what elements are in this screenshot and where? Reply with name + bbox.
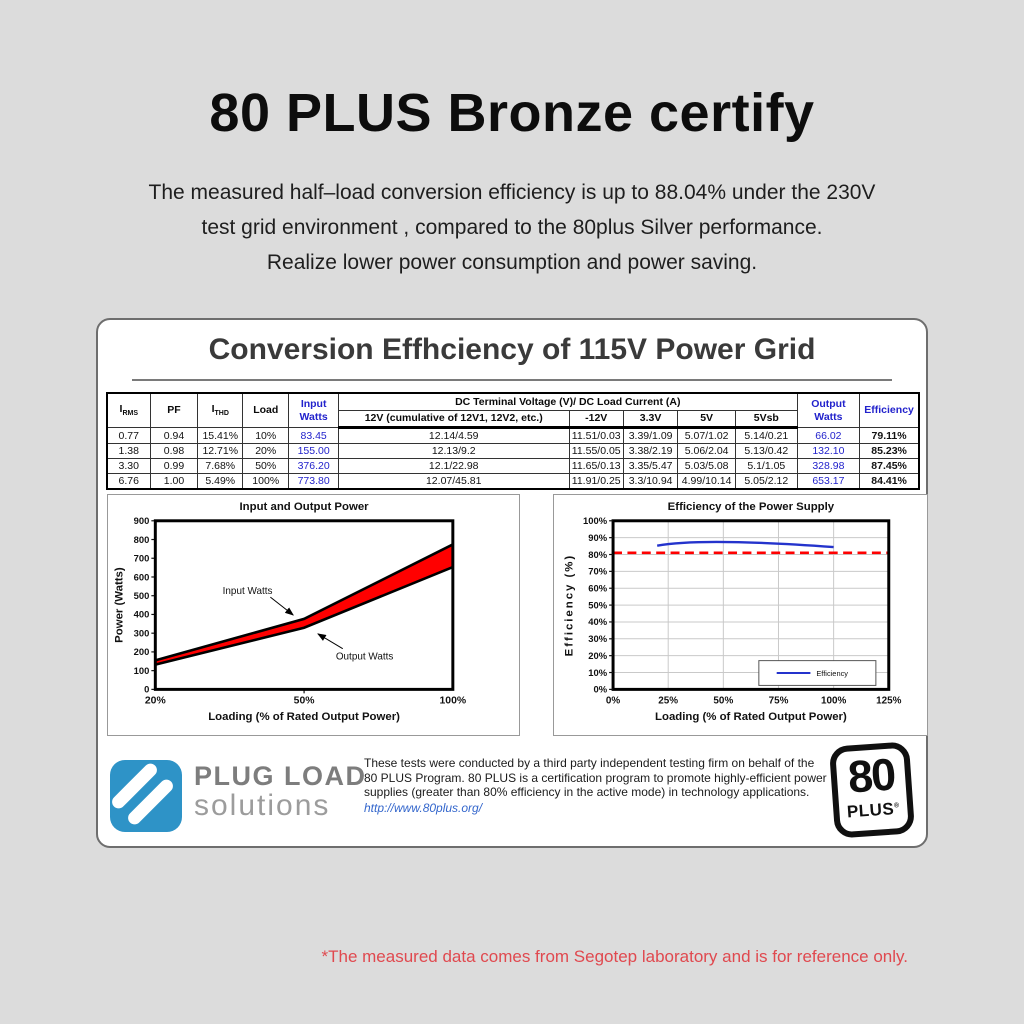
y-axis-label: Power (Watts) bbox=[114, 567, 126, 643]
svg-text:100%: 100% bbox=[821, 695, 847, 706]
svg-text:125%: 125% bbox=[876, 695, 902, 706]
col-header-pf: PF bbox=[149, 392, 199, 428]
svg-text:300: 300 bbox=[134, 627, 150, 638]
power-chart: Input and Output Power 0 100 200 300 400 500 60… bbox=[114, 501, 467, 723]
efficiency-table: IRMS PF ITHD Load Input Watts DC Termina… bbox=[106, 392, 920, 490]
page-subtitle: The measured half–load conversion effici… bbox=[0, 175, 1024, 280]
output-watts-line bbox=[155, 565, 454, 666]
svg-text:100: 100 bbox=[134, 665, 150, 676]
col-header-load: Load bbox=[242, 392, 290, 428]
subtitle-line-2: test grid environment , compared to the … bbox=[201, 216, 823, 239]
col-header-12v: 12V (cumulative of 12V1, 12V2, etc.) bbox=[337, 410, 570, 429]
svg-text:70%: 70% bbox=[588, 566, 607, 577]
footnote: *The measured data comes from Segotep la… bbox=[321, 947, 909, 966]
table-row: 6.76 1.00 5.49% 100% 773.80 12.07/45.81 11.91/… bbox=[106, 473, 920, 490]
plugload-wordmark: PLUG LOAD solutions bbox=[194, 761, 367, 823]
svg-text:40%: 40% bbox=[588, 616, 607, 627]
svg-text:60%: 60% bbox=[588, 582, 607, 593]
svg-text:100%: 100% bbox=[440, 695, 467, 706]
svg-text:900: 900 bbox=[134, 515, 150, 526]
table-row: 0.77 0.94 15.41% 10% 83.45 12.14/4.59 11.51/0.… bbox=[106, 427, 920, 444]
svg-text:100%: 100% bbox=[583, 515, 608, 526]
x-axis-label: Loading (% of Rated Output Power) bbox=[655, 711, 847, 723]
col-header-output-watts: Output Watts bbox=[796, 392, 861, 428]
plugload-title: PLUG LOAD bbox=[194, 761, 367, 791]
col-header-5vsb: 5Vsb bbox=[734, 410, 798, 429]
badge-word: PLUS® bbox=[846, 799, 900, 822]
disclaimer-text: These tests were conducted by a third pa… bbox=[364, 756, 830, 815]
badge-number: 80 bbox=[846, 748, 896, 803]
page-title: 80 PLUS Bronze certify bbox=[209, 83, 815, 143]
col-header-dc-group: DC Terminal Voltage (V)/ DC Load Current… bbox=[337, 392, 798, 411]
subtitle-line-1: The measured half–load conversion effici… bbox=[148, 181, 876, 204]
svg-text:500: 500 bbox=[134, 590, 150, 601]
table-body: 0.77 0.94 15.41% 10% 83.45 12.14/4.59 11.51/0.… bbox=[106, 427, 920, 490]
80plus-badge: 80 PLUS® bbox=[828, 741, 916, 839]
col-header-efficiency: Efficiency bbox=[859, 392, 920, 428]
power-chart-panel: Input and Output Power 0 100 200 300 400 500 60… bbox=[107, 494, 520, 736]
svg-text:30%: 30% bbox=[588, 633, 607, 644]
title-divider bbox=[132, 379, 892, 381]
y-axis-label: Efficiency (%) bbox=[563, 554, 575, 656]
col-header-input-watts: Input Watts bbox=[288, 392, 339, 428]
svg-text:600: 600 bbox=[134, 571, 150, 582]
col-header-irms: IRMS bbox=[106, 392, 151, 428]
svg-text:75%: 75% bbox=[769, 695, 789, 706]
col-header-neg12v: -12V bbox=[568, 410, 624, 429]
report-card: Conversion Effhciency of 115V Power Grid… bbox=[96, 318, 928, 848]
svg-text:25%: 25% bbox=[658, 695, 678, 706]
svg-text:0%: 0% bbox=[606, 695, 621, 706]
svg-text:20%: 20% bbox=[145, 695, 166, 706]
plugload-logo-icon bbox=[110, 760, 182, 832]
80plus-link[interactable]: http://www.80plus.org/ bbox=[364, 800, 483, 815]
efficiency-chart: Efficiency of the Power Supply 0% 10% 20% 30… bbox=[563, 501, 902, 723]
svg-text:20%: 20% bbox=[588, 650, 607, 661]
svg-text:90%: 90% bbox=[588, 532, 607, 543]
col-header-ithd: ITHD bbox=[197, 392, 244, 428]
svg-text:80%: 80% bbox=[588, 549, 607, 560]
chart-title: Efficiency of the Power Supply bbox=[668, 501, 835, 513]
efficiency-line bbox=[656, 540, 834, 549]
svg-text:50%: 50% bbox=[294, 695, 315, 706]
subtitle-line-3: Realize lower power consumption and powe… bbox=[266, 251, 758, 274]
card-title: Conversion Effhciency of 115V Power Grid bbox=[208, 333, 816, 366]
svg-text:10%: 10% bbox=[588, 667, 607, 678]
table-row: 3.30 0.99 7.68% 50% 376.20 12.1/22.98 11.65/0.… bbox=[106, 458, 920, 474]
svg-text:800: 800 bbox=[134, 534, 150, 545]
output-watts-annotation: Output Watts bbox=[336, 652, 393, 663]
input-watts-line bbox=[154, 543, 454, 662]
efficiency-chart-panel: Efficiency of the Power Supply 0% 10% 20% 30… bbox=[553, 494, 928, 736]
disclaimer-body: These tests were conducted by a third pa… bbox=[364, 756, 827, 800]
x-axis-label: Loading (% of Rated Output Power) bbox=[208, 711, 400, 723]
legend-label: Efficiency bbox=[816, 669, 848, 678]
plugload-subtitle: solutions bbox=[194, 789, 331, 822]
table-row: 1.38 0.98 12.71% 20% 155.00 12.13/9.2 11.55/0.… bbox=[106, 443, 920, 459]
plot-border bbox=[153, 519, 455, 691]
input-watts-annotation: Input Watts bbox=[223, 586, 273, 597]
chart-title: Input and Output Power bbox=[240, 501, 370, 513]
col-header-3v3: 3.3V bbox=[622, 410, 679, 429]
plot-border bbox=[611, 519, 891, 691]
col-header-5v: 5V bbox=[677, 410, 736, 429]
svg-text:50%: 50% bbox=[713, 695, 733, 706]
svg-text:0: 0 bbox=[144, 684, 149, 695]
svg-text:0%: 0% bbox=[594, 684, 608, 695]
svg-text:700: 700 bbox=[134, 553, 150, 564]
svg-text:200: 200 bbox=[134, 646, 150, 657]
svg-text:400: 400 bbox=[134, 609, 150, 620]
svg-text:50%: 50% bbox=[588, 599, 607, 610]
